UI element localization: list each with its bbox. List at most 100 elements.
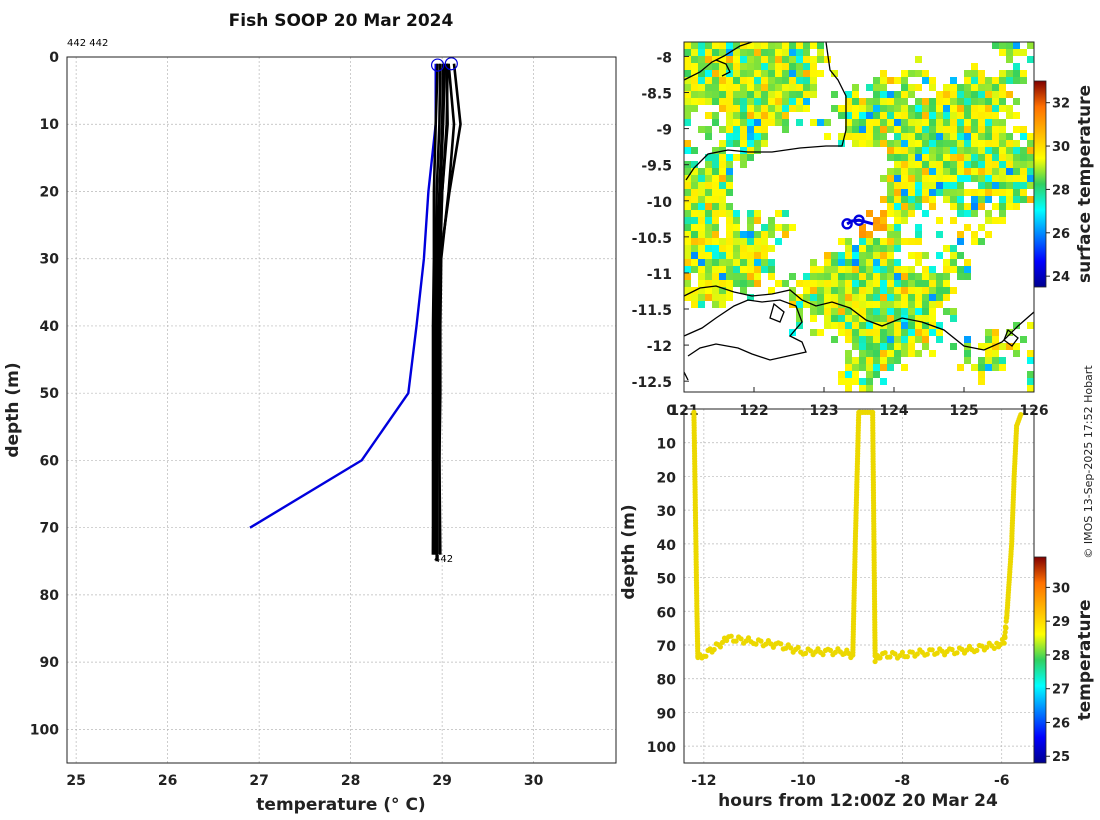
sst-cell bbox=[964, 112, 971, 119]
sst-cell bbox=[936, 287, 943, 294]
sst-cell bbox=[845, 301, 852, 308]
sst-cell bbox=[754, 63, 761, 70]
sst-cell bbox=[978, 357, 985, 364]
sst-cell bbox=[978, 364, 985, 371]
sst-cell bbox=[1027, 350, 1034, 357]
sst-cell bbox=[733, 77, 740, 84]
sst-cell bbox=[957, 126, 964, 133]
sst-cell bbox=[915, 203, 922, 210]
track-point bbox=[795, 644, 801, 651]
sst-cell bbox=[845, 357, 852, 364]
sst-cell bbox=[866, 336, 873, 343]
track-point bbox=[719, 639, 726, 646]
track-point bbox=[703, 653, 709, 659]
sst-cell bbox=[684, 42, 691, 49]
sst-cell bbox=[957, 84, 964, 91]
map-x-tick-label: 125 bbox=[949, 403, 978, 419]
sst-cell bbox=[908, 105, 915, 112]
sst-cell bbox=[768, 49, 775, 56]
sst-cell bbox=[964, 98, 971, 105]
sst-cell bbox=[789, 98, 796, 105]
sst-cell bbox=[705, 259, 712, 266]
sst-cell bbox=[985, 196, 992, 203]
sst-cell bbox=[873, 315, 880, 322]
sst-cell bbox=[957, 210, 964, 217]
sst-cell bbox=[838, 322, 845, 329]
sst-cell bbox=[936, 91, 943, 98]
sst-cell bbox=[873, 112, 880, 119]
sst-cell bbox=[908, 126, 915, 133]
sst-cell bbox=[992, 350, 999, 357]
sst-cell bbox=[985, 343, 992, 350]
sst-cell bbox=[782, 49, 789, 56]
sst-cell bbox=[978, 224, 985, 231]
sst-cell bbox=[691, 91, 698, 98]
sst-cell bbox=[950, 189, 957, 196]
sst-cell bbox=[971, 154, 978, 161]
sst-cell bbox=[901, 364, 908, 371]
sst-cell bbox=[789, 224, 796, 231]
sst-cell bbox=[852, 322, 859, 329]
sst-cell bbox=[978, 161, 985, 168]
sst-cell bbox=[838, 294, 845, 301]
sst-cell bbox=[691, 98, 698, 105]
sst-cell bbox=[712, 154, 719, 161]
sst-cell bbox=[915, 133, 922, 140]
sst-cell bbox=[894, 119, 901, 126]
sst-cell bbox=[831, 308, 838, 315]
sst-cell bbox=[880, 224, 887, 231]
sst-cell bbox=[775, 49, 782, 56]
sst-cell bbox=[999, 119, 1006, 126]
sst-cell bbox=[929, 105, 936, 112]
sst-cell bbox=[698, 175, 705, 182]
sst-cell bbox=[894, 301, 901, 308]
sst-cell bbox=[768, 259, 775, 266]
sst-cell bbox=[936, 182, 943, 189]
sst-cell bbox=[754, 217, 761, 224]
sst-cell bbox=[684, 266, 691, 273]
sst-cell bbox=[985, 189, 992, 196]
sst-cell bbox=[705, 287, 712, 294]
sst-cell bbox=[740, 238, 747, 245]
sst-cell bbox=[866, 98, 873, 105]
sst-cell bbox=[691, 252, 698, 259]
sst-cell bbox=[971, 161, 978, 168]
sst-cell bbox=[754, 56, 761, 63]
sst-cell bbox=[922, 273, 929, 280]
sst-cell bbox=[852, 105, 859, 112]
sst-cell bbox=[971, 168, 978, 175]
profile-y-tick-label: 50 bbox=[40, 386, 60, 402]
sst-cell bbox=[894, 238, 901, 245]
sst-cell bbox=[943, 133, 950, 140]
sst-cell bbox=[747, 273, 754, 280]
sst-cell bbox=[782, 42, 789, 49]
sst-cell bbox=[936, 133, 943, 140]
sst-cell bbox=[873, 77, 880, 84]
sst-cell bbox=[880, 238, 887, 245]
sst-cell bbox=[901, 203, 908, 210]
sst-cell bbox=[684, 245, 691, 252]
sst-cell bbox=[1006, 112, 1013, 119]
sst-cell bbox=[740, 147, 747, 154]
sst-cell bbox=[1020, 70, 1027, 77]
sst-cell bbox=[775, 238, 782, 245]
map-y-tick-label: -9.5 bbox=[641, 159, 672, 175]
sst-cell bbox=[922, 140, 929, 147]
sst-cell bbox=[768, 70, 775, 77]
sst-cell bbox=[992, 42, 999, 49]
sst-cell bbox=[929, 350, 936, 357]
sst-cell bbox=[712, 266, 719, 273]
sst-cell bbox=[852, 112, 859, 119]
sst-cell bbox=[978, 105, 985, 112]
map-y-tick-label: -12 bbox=[647, 339, 672, 355]
sst-cell bbox=[992, 364, 999, 371]
sst-cell bbox=[852, 371, 859, 378]
sst-cell bbox=[712, 182, 719, 189]
sst-cell bbox=[852, 315, 859, 322]
sst-cell bbox=[698, 273, 705, 280]
sst-cell bbox=[719, 154, 726, 161]
sst-cell bbox=[754, 273, 761, 280]
track-point bbox=[758, 638, 764, 644]
sst-cell bbox=[957, 119, 964, 126]
sst-cell bbox=[887, 245, 894, 252]
